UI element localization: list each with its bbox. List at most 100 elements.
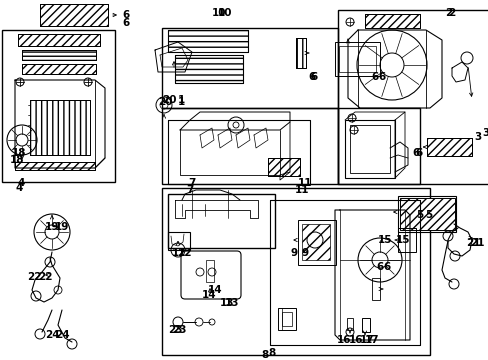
Bar	[162, 108, 337, 184]
Bar	[426, 138, 471, 156]
Bar	[2, 30, 115, 182]
Text: 23: 23	[168, 325, 182, 335]
Text: 9: 9	[302, 248, 308, 258]
Bar	[295, 38, 305, 68]
Bar	[30, 100, 90, 155]
Bar	[30, 100, 90, 155]
Text: 8: 8	[261, 350, 268, 360]
Bar	[22, 50, 96, 60]
Bar	[205, 260, 214, 282]
Text: 6: 6	[377, 72, 385, 82]
Text: 11: 11	[297, 178, 312, 188]
Text: 1: 1	[178, 95, 185, 105]
Text: 7: 7	[187, 178, 195, 188]
Text: 10: 10	[212, 8, 226, 18]
Text: 13: 13	[220, 298, 234, 308]
Bar	[397, 196, 455, 232]
Bar	[364, 14, 419, 28]
Text: 16: 16	[336, 335, 350, 345]
Text: 12: 12	[172, 248, 186, 258]
Bar	[15, 162, 95, 170]
Bar	[278, 308, 295, 330]
Bar	[364, 14, 419, 28]
Bar	[337, 108, 419, 184]
Bar	[295, 38, 305, 68]
Text: 6: 6	[414, 148, 421, 158]
Text: 11: 11	[294, 185, 309, 195]
Bar	[40, 4, 108, 26]
Bar	[267, 158, 299, 176]
Text: 14: 14	[207, 285, 222, 295]
Text: 5: 5	[424, 210, 431, 220]
Bar	[349, 125, 389, 173]
Text: 22: 22	[27, 272, 41, 282]
Bar	[334, 42, 379, 76]
Bar	[302, 224, 329, 260]
Bar	[22, 64, 96, 74]
Text: 24: 24	[44, 330, 59, 340]
Text: 12: 12	[178, 248, 192, 258]
Text: 20: 20	[162, 95, 176, 105]
Text: 14: 14	[202, 290, 216, 300]
Bar	[175, 55, 243, 83]
Text: 10: 10	[218, 8, 232, 18]
Bar	[168, 30, 247, 52]
Text: 6: 6	[411, 148, 418, 158]
Bar	[162, 188, 429, 355]
Text: 4: 4	[16, 183, 23, 193]
Text: 21: 21	[469, 238, 484, 248]
Text: 6: 6	[309, 72, 317, 82]
Text: 6: 6	[122, 10, 129, 20]
Text: 9: 9	[290, 248, 297, 258]
Bar	[18, 34, 100, 46]
Bar	[162, 28, 337, 108]
Text: 2: 2	[447, 8, 454, 18]
Text: 21: 21	[465, 238, 480, 248]
Bar	[371, 278, 379, 300]
Text: 18: 18	[12, 148, 26, 158]
Text: 6: 6	[122, 18, 129, 28]
Bar	[337, 10, 488, 184]
Text: 17: 17	[359, 335, 374, 345]
Bar	[267, 158, 299, 176]
Bar	[22, 50, 96, 60]
Text: 5: 5	[415, 210, 423, 220]
Text: 2: 2	[444, 8, 451, 18]
Text: 7: 7	[185, 185, 193, 195]
Text: 6: 6	[382, 262, 389, 272]
Text: 6: 6	[376, 262, 383, 272]
Bar	[168, 194, 274, 248]
Bar	[175, 55, 243, 83]
Text: 15: 15	[377, 235, 391, 245]
Bar	[18, 34, 100, 46]
Bar	[399, 198, 454, 230]
Text: 18: 18	[10, 155, 24, 165]
Bar	[282, 312, 291, 326]
Bar	[40, 4, 108, 26]
Bar	[397, 228, 415, 252]
Text: 19: 19	[55, 222, 69, 232]
Bar	[426, 138, 471, 156]
Text: 17: 17	[364, 335, 379, 345]
Bar	[338, 46, 375, 72]
Bar	[15, 162, 95, 170]
Text: 6: 6	[307, 72, 315, 82]
Text: 19: 19	[45, 222, 59, 232]
Text: 1: 1	[178, 97, 185, 107]
Text: 13: 13	[224, 298, 239, 308]
Text: 16: 16	[348, 335, 363, 345]
Text: 3: 3	[481, 128, 488, 138]
Bar	[22, 64, 96, 74]
Text: 6: 6	[370, 72, 378, 82]
Bar	[168, 30, 247, 52]
Text: 8: 8	[267, 348, 275, 358]
Text: 3: 3	[473, 132, 480, 142]
Text: 22: 22	[38, 272, 52, 282]
Bar	[346, 318, 352, 330]
Text: 24: 24	[55, 330, 69, 340]
Bar	[297, 220, 335, 265]
Bar	[345, 120, 394, 178]
Bar	[361, 318, 369, 332]
Text: 20: 20	[158, 97, 172, 107]
Text: 23: 23	[172, 325, 186, 335]
